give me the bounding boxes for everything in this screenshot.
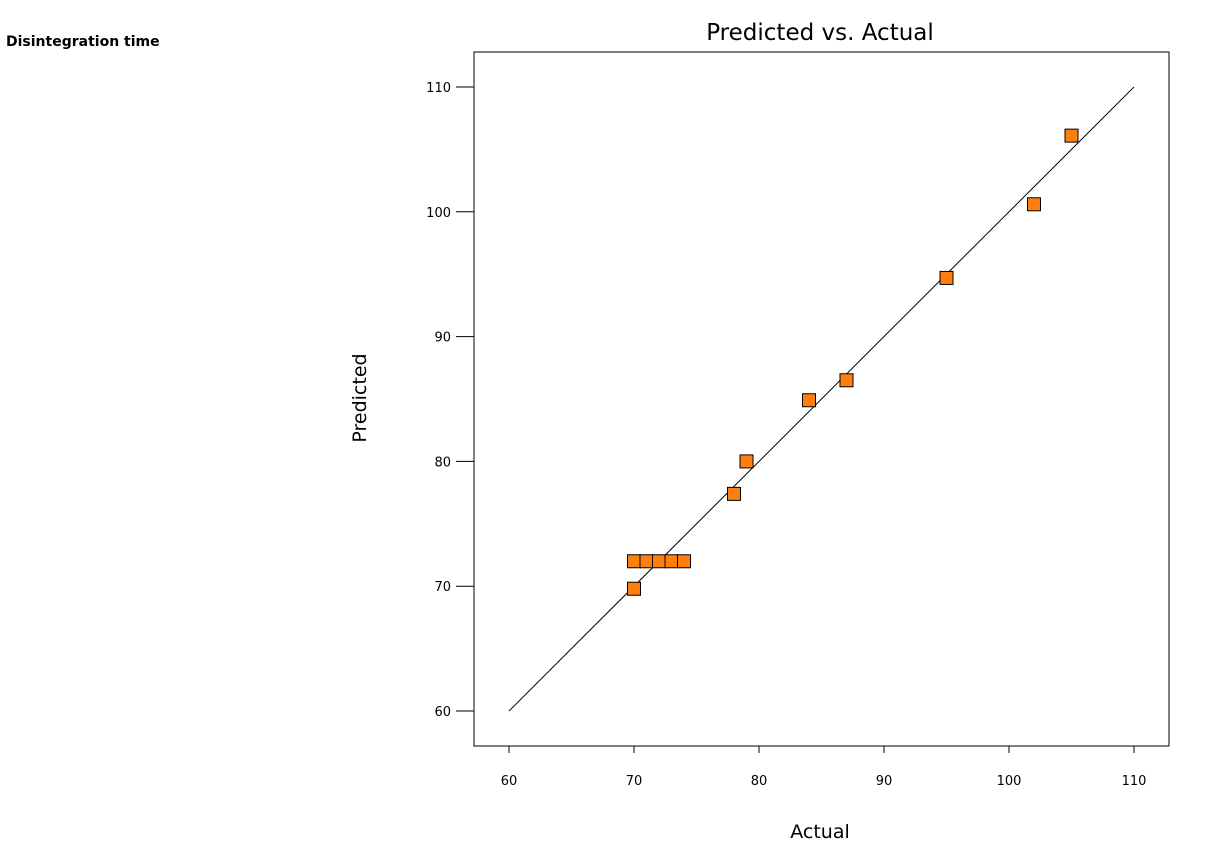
- data-point: [802, 393, 816, 408]
- y-tick-label: 80: [434, 455, 451, 470]
- data-point: [677, 554, 691, 569]
- data-point: [652, 554, 666, 569]
- y-axis: 60 70 80 90 100 110: [426, 81, 474, 720]
- y-tick-label: 100: [426, 206, 451, 221]
- x-tick-label: 90: [876, 774, 893, 789]
- y-tick-label: 60: [434, 705, 451, 720]
- data-point: [639, 554, 654, 569]
- data-point: [1064, 128, 1079, 143]
- x-tick-label: 70: [626, 774, 643, 789]
- x-tick-label: 100: [997, 774, 1022, 789]
- y-tick-label: 70: [434, 580, 451, 595]
- y-axis-title: Predicted: [349, 353, 371, 442]
- data-point: [739, 454, 754, 469]
- x-axis-title: Actual: [790, 821, 850, 843]
- data-point: [727, 486, 741, 501]
- x-tick-label: 80: [751, 774, 768, 789]
- data-point: [839, 373, 854, 388]
- y-tick-label: 110: [426, 81, 451, 96]
- x-tick-label: 60: [501, 774, 518, 789]
- data-point: [627, 554, 641, 569]
- response-label: Disintegration time: [6, 34, 160, 50]
- data-point: [1027, 197, 1041, 212]
- data-point: [664, 554, 679, 569]
- plot-frame: [473, 51, 1170, 747]
- data-point: [939, 270, 954, 285]
- x-tick-label: 110: [1122, 774, 1147, 789]
- x-axis: 60 70 80 90 100 110: [501, 746, 1147, 789]
- y-tick-label: 90: [434, 331, 451, 346]
- chart-title: Predicted vs. Actual: [706, 20, 934, 46]
- data-point: [627, 581, 641, 596]
- data-points: [627, 128, 1079, 596]
- reference-line: [508, 86, 1135, 712]
